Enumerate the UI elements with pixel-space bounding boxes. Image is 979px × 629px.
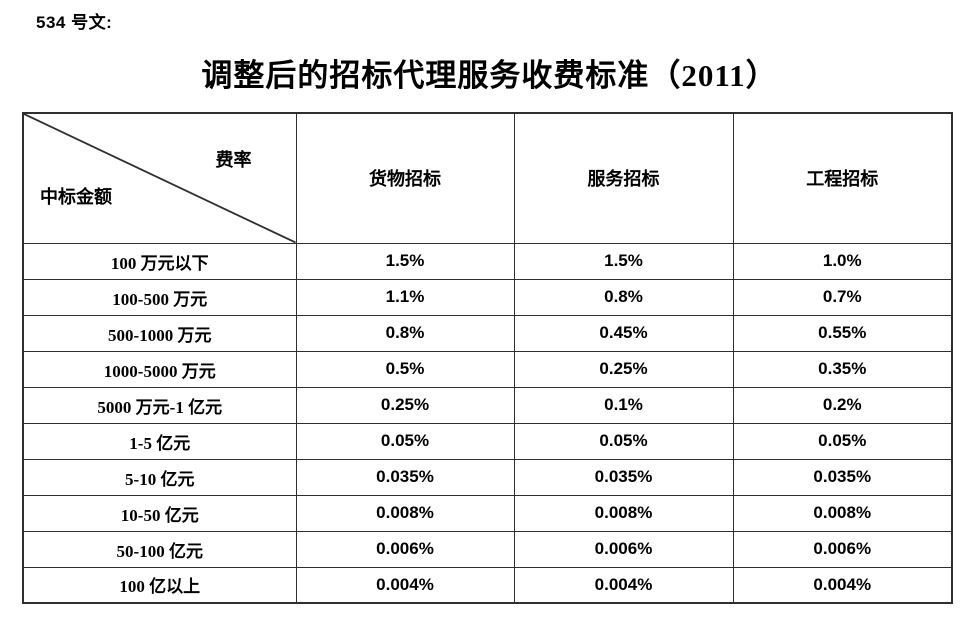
row-label: 50-100 亿元	[22, 530, 297, 568]
table-row: 10-50 亿元 0.008% 0.008% 0.008%	[22, 494, 953, 532]
rate-cell: 0.006%	[513, 530, 734, 568]
rate-cell: 0.008%	[732, 494, 953, 532]
rate-cell: 0.004%	[295, 566, 515, 604]
rate-cell: 0.035%	[295, 458, 515, 496]
rate-cell: 0.004%	[513, 566, 734, 604]
table-row: 100-500 万元 1.1% 0.8% 0.7%	[22, 278, 953, 316]
row-label: 100 万元以下	[22, 242, 297, 280]
rate-cell: 1.5%	[295, 242, 515, 280]
rate-cell: 0.35%	[732, 350, 953, 388]
row-label: 5000 万元-1 亿元	[22, 386, 297, 424]
rate-cell: 0.035%	[513, 458, 734, 496]
table-corner-cell: 费率 中标金额	[22, 112, 297, 244]
rate-cell: 0.25%	[513, 350, 734, 388]
rate-cell: 0.006%	[295, 530, 515, 568]
table-row: 5000 万元-1 亿元 0.25% 0.1% 0.2%	[22, 386, 953, 424]
table-row: 5-10 亿元 0.035% 0.035% 0.035%	[22, 458, 953, 496]
fee-table: 费率 中标金额 货物招标 服务招标 工程招标 100 万元以下 1.5% 1.5…	[22, 112, 953, 604]
rate-cell: 0.8%	[295, 314, 515, 352]
corner-label-amount: 中标金额	[40, 186, 112, 207]
rate-cell: 0.5%	[295, 350, 515, 388]
rate-cell: 0.035%	[732, 458, 953, 496]
rate-cell: 0.1%	[513, 386, 734, 424]
rate-cell: 1.1%	[295, 278, 515, 316]
column-header-goods: 货物招标	[295, 112, 515, 244]
column-header-services: 服务招标	[513, 112, 734, 244]
row-label: 100-500 万元	[22, 278, 297, 316]
table-row: 50-100 亿元 0.006% 0.006% 0.006%	[22, 530, 953, 568]
diagonal-line-icon	[24, 114, 296, 243]
row-label: 100 亿以上	[22, 566, 297, 604]
rate-cell: 0.55%	[732, 314, 953, 352]
row-label: 1-5 亿元	[22, 422, 297, 460]
rate-cell: 0.45%	[513, 314, 734, 352]
rate-cell: 0.7%	[732, 278, 953, 316]
rate-cell: 0.006%	[732, 530, 953, 568]
rate-cell: 0.05%	[513, 422, 734, 460]
row-label: 500-1000 万元	[22, 314, 297, 352]
corner-label-rate: 费率	[215, 150, 252, 170]
rate-cell: 0.25%	[295, 386, 515, 424]
table-row: 100 亿以上 0.004% 0.004% 0.004%	[22, 566, 953, 604]
rate-cell: 0.8%	[513, 278, 734, 316]
row-label: 1000-5000 万元	[22, 350, 297, 388]
row-label: 5-10 亿元	[22, 458, 297, 496]
column-header-engineering: 工程招标	[732, 112, 953, 244]
table-row: 500-1000 万元 0.8% 0.45% 0.55%	[22, 314, 953, 352]
rate-cell: 1.5%	[513, 242, 734, 280]
rate-cell: 0.2%	[732, 386, 953, 424]
doc-number: 534 号文:	[36, 13, 113, 32]
rate-cell: 0.004%	[732, 566, 953, 604]
rate-cell: 0.05%	[295, 422, 515, 460]
rate-cell: 0.008%	[513, 494, 734, 532]
rate-cell: 0.05%	[732, 422, 953, 460]
rate-cell: 1.0%	[732, 242, 953, 280]
page-title: 调整后的招标代理服务收费标准（2011）	[201, 58, 778, 93]
table-row: 1-5 亿元 0.05% 0.05% 0.05%	[22, 422, 953, 460]
row-label: 10-50 亿元	[22, 494, 297, 532]
header-row: 费率 中标金额 货物招标 服务招标 工程招标	[22, 112, 953, 244]
rate-cell: 0.008%	[295, 494, 515, 532]
table-row: 100 万元以下 1.5% 1.5% 1.0%	[22, 242, 953, 280]
table-row: 1000-5000 万元 0.5% 0.25% 0.35%	[22, 350, 953, 388]
